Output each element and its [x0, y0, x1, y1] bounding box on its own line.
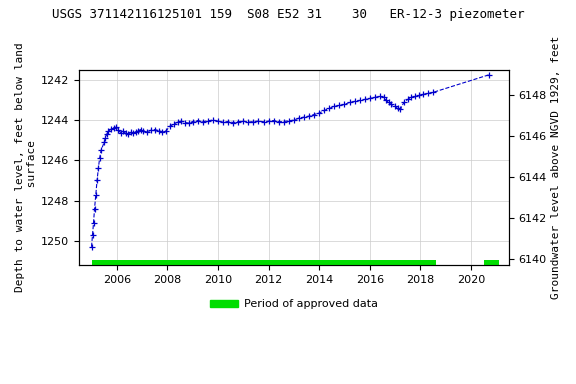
Text: USGS 371142116125101 159  S08 E52 31    30   ER-12-3 piezometer: USGS 371142116125101 159 S08 E52 31 30 E… [52, 8, 524, 21]
Y-axis label: Depth to water level, feet below land
 surface: Depth to water level, feet below land su… [15, 43, 37, 292]
Legend: Period of approved data: Period of approved data [206, 295, 382, 314]
Y-axis label: Groundwater level above NGVD 1929, feet: Groundwater level above NGVD 1929, feet [551, 36, 561, 299]
